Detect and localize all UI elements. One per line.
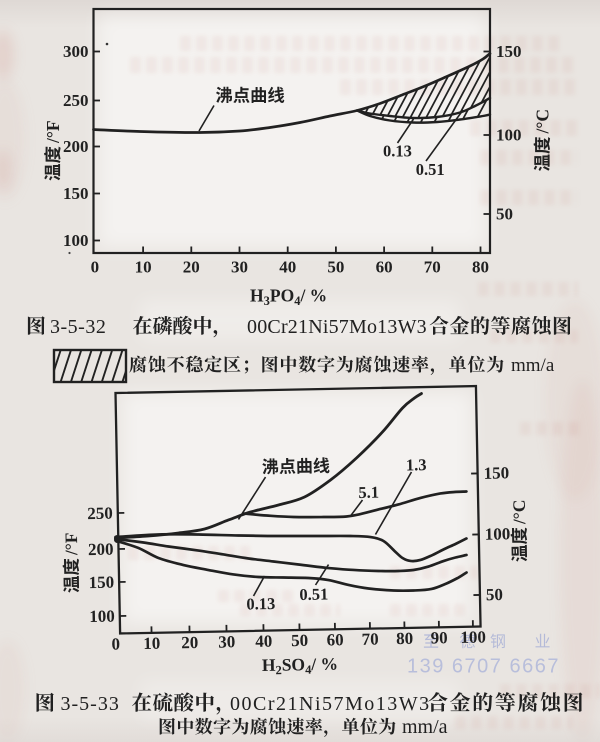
svg-text:50: 50 bbox=[486, 585, 503, 604]
svg-text:0.51: 0.51 bbox=[416, 160, 445, 179]
svg-text:00Cr21Ni57Mo13W3: 00Cr21Ni57Mo13W3 bbox=[230, 693, 431, 715]
svg-text:0.51: 0.51 bbox=[299, 584, 328, 604]
svg-text:1.3: 1.3 bbox=[406, 455, 427, 474]
svg-text:H2SO4/ %: H2SO4/ % bbox=[262, 654, 339, 678]
svg-text:mm/a: mm/a bbox=[402, 716, 448, 738]
svg-text:40: 40 bbox=[255, 632, 272, 651]
svg-text:10: 10 bbox=[143, 634, 160, 653]
svg-text:70: 70 bbox=[361, 629, 378, 648]
svg-text:/°C: /°C bbox=[533, 109, 553, 135]
svg-text:0: 0 bbox=[111, 634, 120, 653]
svg-text:40: 40 bbox=[279, 258, 296, 277]
svg-text:80: 80 bbox=[396, 629, 413, 648]
svg-text:0.13: 0.13 bbox=[246, 594, 275, 614]
svg-text:5.1: 5.1 bbox=[358, 483, 379, 502]
svg-text:90: 90 bbox=[430, 628, 447, 647]
svg-text:mm/a: mm/a bbox=[511, 355, 555, 376]
svg-text:80: 80 bbox=[472, 258, 489, 277]
svg-text:00Cr21Ni57Mo13W3: 00Cr21Ni57Mo13W3 bbox=[247, 316, 427, 338]
svg-text:150: 150 bbox=[483, 463, 509, 482]
svg-text:250: 250 bbox=[87, 504, 113, 523]
svg-text:300: 300 bbox=[63, 42, 89, 61]
svg-text:20: 20 bbox=[181, 633, 198, 652]
svg-text:70: 70 bbox=[424, 258, 441, 277]
svg-text:10: 10 bbox=[135, 258, 152, 277]
svg-text:250: 250 bbox=[63, 91, 89, 110]
svg-text:50: 50 bbox=[496, 205, 513, 224]
svg-text:3-5-33: 3-5-33 bbox=[61, 693, 120, 715]
svg-text:50: 50 bbox=[327, 258, 344, 277]
svg-text:150: 150 bbox=[496, 42, 522, 61]
svg-text:30: 30 bbox=[231, 258, 248, 277]
svg-text:150: 150 bbox=[63, 184, 89, 203]
svg-text:200: 200 bbox=[63, 137, 89, 156]
svg-text:100: 100 bbox=[89, 607, 115, 626]
svg-text:20: 20 bbox=[183, 258, 200, 277]
svg-text:0.13: 0.13 bbox=[383, 142, 412, 161]
svg-text:60: 60 bbox=[376, 258, 393, 277]
svg-text:139 6707 6667: 139 6707 6667 bbox=[407, 656, 560, 678]
svg-text:3-5-32: 3-5-32 bbox=[50, 316, 106, 338]
svg-text:0: 0 bbox=[91, 258, 100, 277]
svg-text:60: 60 bbox=[327, 630, 344, 649]
svg-text:200: 200 bbox=[88, 540, 114, 559]
svg-text:100: 100 bbox=[460, 627, 486, 646]
svg-text:30: 30 bbox=[218, 632, 235, 651]
svg-text:/°F: /°F bbox=[61, 532, 81, 556]
svg-text:100: 100 bbox=[496, 126, 522, 145]
svg-text:H3PO4/ %: H3PO4/ % bbox=[250, 286, 327, 309]
svg-text:50: 50 bbox=[291, 631, 308, 650]
svg-text:150: 150 bbox=[88, 573, 114, 592]
svg-text:100: 100 bbox=[485, 524, 511, 543]
svg-text:/°C: /°C bbox=[509, 499, 529, 525]
svg-text:/°F: /°F bbox=[43, 120, 63, 144]
svg-text:100: 100 bbox=[63, 231, 89, 250]
